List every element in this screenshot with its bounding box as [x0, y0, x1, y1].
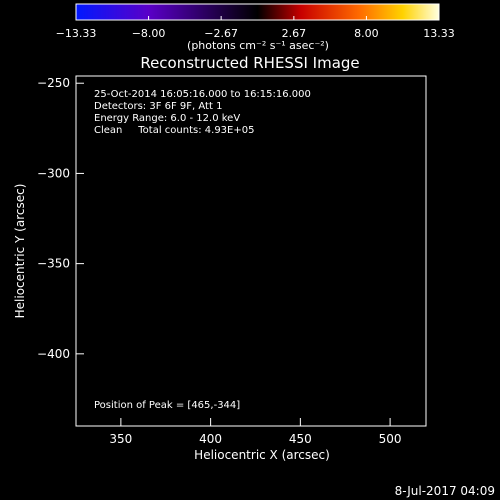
colorbar-tick-label: 13.33	[423, 27, 455, 40]
chart-title: Reconstructed RHESSI Image	[140, 54, 359, 72]
x-tick-label: 400	[199, 432, 222, 446]
y-tick-label: −300	[37, 166, 70, 180]
x-tick-label: 350	[109, 432, 132, 446]
peak-position-label: Position of Peak = [465,-344]	[94, 400, 240, 411]
colorbar	[75, 3, 440, 21]
x-axis-label: Heliocentric X (arcsec)	[194, 448, 330, 462]
colorbar-tick-label: 8.00	[354, 27, 379, 40]
colorbar-tick-label: 2.67	[282, 27, 307, 40]
axis-ticks: 350 400 450 500 −250 −300 −350 −400	[37, 76, 402, 446]
colorbar-tick-label: −2.67	[204, 27, 238, 40]
colorbar-ticks: −13.33 −8.00 −2.67 2.67 8.00 13.33	[56, 16, 455, 40]
y-axis-label: Heliocentric Y (arcsec)	[13, 184, 27, 319]
annotation-counts: Clean Total counts: 4.93E+05	[94, 125, 254, 136]
x-tick-label: 500	[379, 432, 402, 446]
colorbar-tick-label: −13.33	[56, 27, 97, 40]
footer-date: 8-Jul-2017 04:09	[395, 484, 495, 498]
plot-frame	[75, 75, 427, 427]
annotation-energy: Energy Range: 6.0 - 12.0 keV	[94, 113, 240, 124]
y-tick-label: −350	[37, 257, 70, 271]
annotation-time: 25-Oct-2014 16:05:16.000 to 16:15:16.000	[94, 89, 311, 100]
y-tick-label: −400	[37, 347, 70, 361]
colorbar-tick-label: −8.00	[132, 27, 166, 40]
colorbar-unit-label: (photons cm⁻² s⁻¹ asec⁻²)	[187, 39, 329, 52]
heatmap-image	[76, 76, 426, 426]
y-tick-label: −250	[37, 76, 70, 90]
annotation-detectors: Detectors: 3F 6F 9F, Att 1	[94, 101, 222, 112]
x-tick-label: 450	[289, 432, 312, 446]
